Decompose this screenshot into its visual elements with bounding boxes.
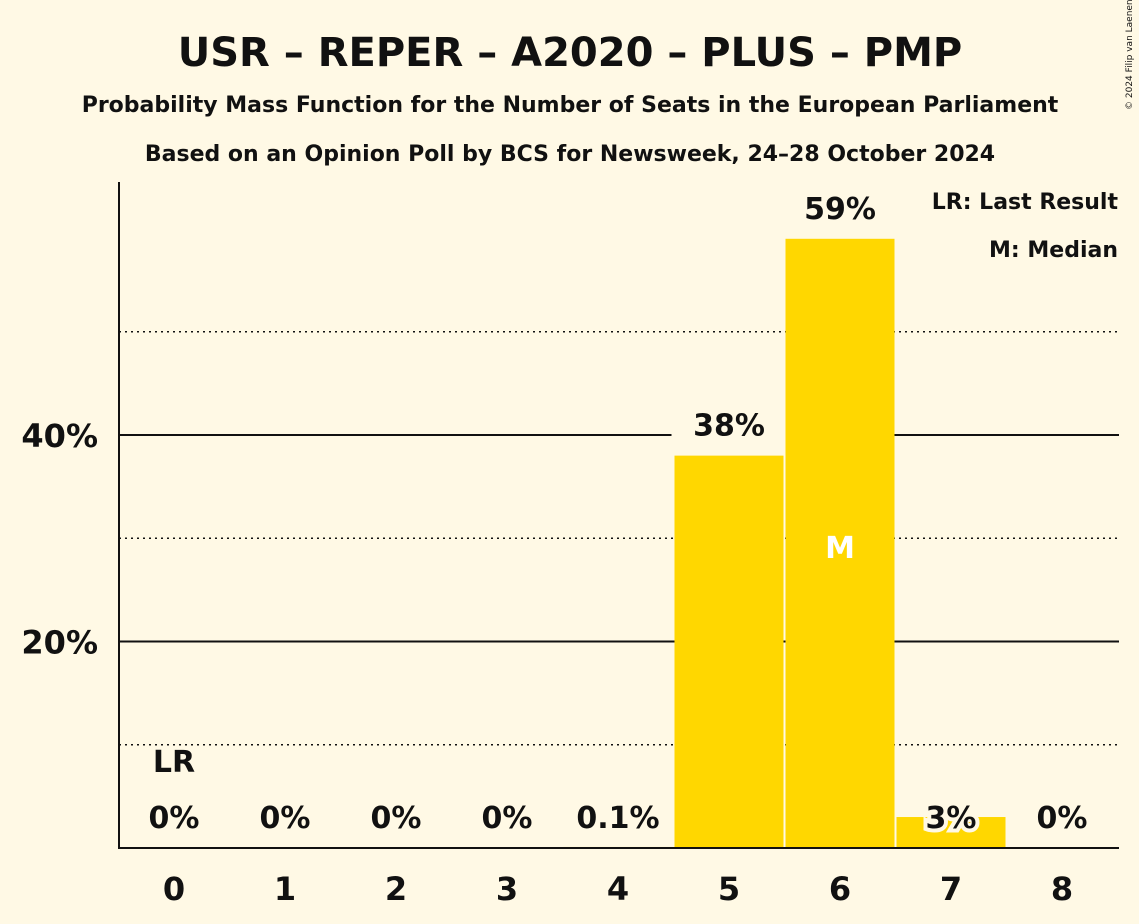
y-axis-labels: 20% 40%	[21, 417, 98, 662]
value-label: 59%	[804, 192, 876, 227]
value-label: 3%	[926, 801, 977, 836]
x-axis-labels: 0 1 2 3 4 5 6 7 8	[163, 870, 1073, 908]
x-tick-label: 1	[274, 870, 296, 908]
value-label: 38%	[693, 409, 765, 444]
x-tick-label: 6	[829, 870, 851, 908]
chart-subtitle: Probability Mass Function for the Number…	[82, 93, 1059, 118]
bar-edge	[563, 839, 674, 841]
bar-7	[896, 817, 1006, 848]
y-tick-label: 20%	[21, 623, 98, 661]
label-background	[782, 188, 898, 239]
value-label: 0%	[149, 801, 200, 836]
x-tick-label: 5	[718, 870, 740, 908]
x-tick-label: 8	[1051, 870, 1073, 908]
last-result-marker: LR	[153, 745, 195, 780]
label-background	[671, 405, 787, 456]
value-label: 0.1%	[576, 801, 659, 836]
x-tick-label: 3	[496, 870, 518, 908]
bar-5	[674, 455, 784, 848]
chart-subtitle-2: Based on an Opinion Poll by BCS for News…	[145, 142, 995, 167]
legend-median: M: Median	[989, 238, 1118, 263]
gridlines	[119, 188, 1119, 746]
x-tick-label: 4	[607, 870, 629, 908]
copyright-text: © 2024 Filip van Laenen	[1125, 0, 1135, 110]
x-tick-label: 7	[940, 870, 962, 908]
value-labels: 0% LR 0% 0% 0% 0.1% 38% 59% M 3% 0%	[145, 188, 1092, 840]
y-tick-label: 40%	[21, 417, 98, 455]
median-marker: M	[825, 531, 855, 566]
bars	[563, 238, 1006, 848]
chart-title: USR – REPER – A2020 – PLUS – PMP	[178, 30, 962, 76]
bar-6	[785, 238, 895, 848]
value-label: 0%	[260, 801, 311, 836]
x-tick-label: 2	[385, 870, 407, 908]
value-label: 0%	[371, 801, 422, 836]
value-label: 0%	[482, 801, 533, 836]
legend-last-result: LR: Last Result	[932, 190, 1119, 215]
value-label: 0%	[1037, 801, 1088, 836]
x-tick-label: 0	[163, 870, 185, 908]
